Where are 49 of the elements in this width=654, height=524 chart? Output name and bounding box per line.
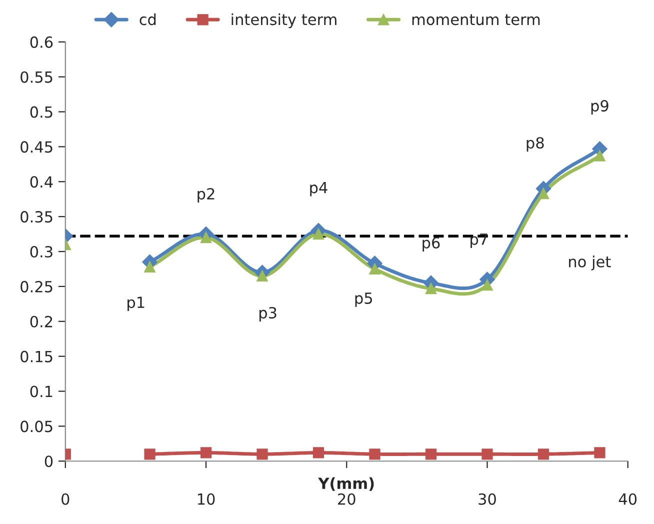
annotation: p6 <box>422 236 440 252</box>
y-tick-label: 0.05 <box>20 420 52 432</box>
y-tick-label: 0.55 <box>20 71 52 83</box>
legend-label: cd <box>140 13 156 26</box>
point <box>200 447 212 458</box>
x-tick-label: 30 <box>478 493 496 505</box>
y-tick-label: 0.15 <box>20 350 52 362</box>
point <box>482 448 493 460</box>
annotation: p4 <box>310 182 328 196</box>
point <box>369 448 380 460</box>
y-tick-label: 0.1 <box>30 386 52 398</box>
point <box>200 232 212 244</box>
x-tick-label: 20 <box>338 493 356 505</box>
x-axis-title: Y(mm) <box>318 477 374 491</box>
y-tick-label: 0.3 <box>30 246 52 258</box>
legend-label: intensity term <box>232 13 336 28</box>
point <box>594 447 606 458</box>
y-tick-label: 0.6 <box>30 36 53 48</box>
point <box>425 448 437 460</box>
annotation: p1 <box>128 296 144 312</box>
annotation: p2 <box>198 188 214 203</box>
x-tick-label: 0 <box>62 493 70 505</box>
annotation: p8 <box>526 137 544 152</box>
y-tick-label: 0.5 <box>30 106 52 118</box>
point <box>312 447 324 458</box>
point <box>482 280 493 291</box>
ref-line-label: no jet <box>569 256 611 270</box>
y-tick-label: 0.35 <box>20 211 52 223</box>
y-tick-label: 0.25 <box>20 280 52 292</box>
annotation: p5 <box>355 292 372 307</box>
annotation: p7 <box>470 234 488 248</box>
point <box>256 448 268 460</box>
y-tick-label: 0.2 <box>30 316 52 328</box>
y-tick-label: 0 <box>44 456 53 468</box>
point <box>538 448 550 460</box>
point <box>425 282 437 294</box>
x-tick-label: 10 <box>198 493 215 505</box>
point <box>144 261 156 272</box>
point <box>538 188 550 200</box>
legend-label: momentum term <box>412 14 540 26</box>
point <box>312 228 324 240</box>
point <box>144 448 156 460</box>
y-tick-label: 0.45 <box>20 141 52 153</box>
annotation: p3 <box>259 307 276 322</box>
x-tick-label: 40 <box>618 493 637 505</box>
y-tick-label: 0.4 <box>30 176 53 188</box>
point <box>369 263 380 275</box>
point <box>594 150 606 162</box>
annotation: p9 <box>591 100 608 115</box>
